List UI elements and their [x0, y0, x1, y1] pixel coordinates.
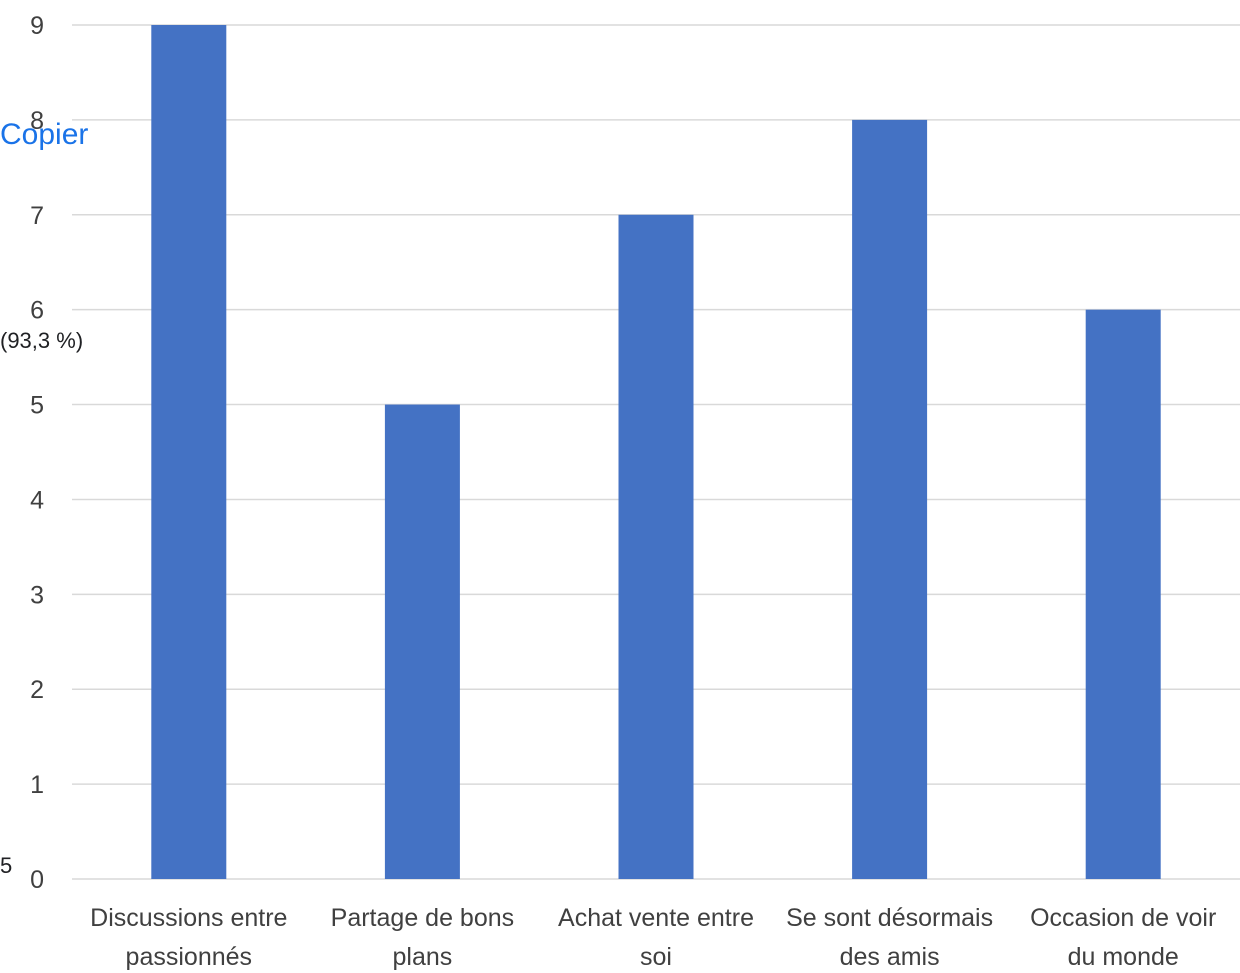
x-category-label: du monde	[1068, 943, 1179, 971]
partial-value-text: 5	[0, 853, 13, 878]
bar-5	[1085, 309, 1161, 880]
y-tick-label: 1	[30, 771, 44, 799]
x-category-label: Occasion de voir	[1030, 904, 1216, 932]
copy-link[interactable]: Copier	[0, 118, 89, 151]
percent-text: (93,3 %)	[0, 328, 84, 353]
x-category-label: Partage de bons	[331, 904, 514, 932]
y-tick-label: 9	[30, 12, 44, 40]
y-tick-label: 0	[30, 866, 44, 894]
bar-3	[618, 214, 694, 879]
x-category-label: passionnés	[126, 943, 252, 971]
x-axis-labels: Discussions entre passionnés Partage de bo…	[90, 904, 1216, 971]
x-category-label: soi	[640, 943, 672, 971]
y-tick-label: 7	[30, 202, 44, 230]
y-tick-label: 3	[30, 581, 44, 609]
y-axis-ticks: 0 1 2 3 4 5 6 7 8 9	[30, 12, 44, 894]
bars	[151, 25, 1161, 880]
y-tick-label: 5	[30, 392, 44, 420]
bar-2	[384, 404, 460, 879]
y-tick-label: 8	[30, 107, 44, 135]
bar-4	[852, 119, 928, 879]
y-tick-label: 2	[30, 676, 44, 704]
x-category-label: Discussions entre	[90, 904, 287, 932]
x-category-label: plans	[393, 943, 453, 971]
y-tick-label: 4	[30, 486, 44, 514]
x-category-label: des amis	[840, 943, 940, 971]
y-tick-label: 6	[30, 297, 44, 325]
bar-1	[151, 25, 227, 879]
x-category-label: Achat vente entre	[558, 904, 754, 932]
x-category-label: Se sont désormais	[786, 904, 993, 932]
